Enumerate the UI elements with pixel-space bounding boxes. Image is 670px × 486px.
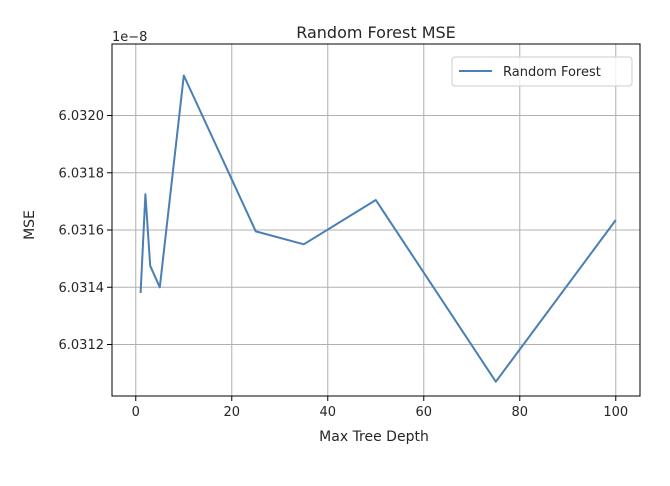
y-axis-offset-text: 1e−8 [112,30,147,45]
series-layer [139,74,617,383]
x-tick-label: 0 [132,405,140,420]
ticks: 0 20 40 60 80 100 6.0312 6.0314 6.0316 6.0318 6.03… [59,109,629,420]
x-tick-label: 60 [415,405,432,420]
x-tick-label: 100 [603,405,628,420]
x-tick-label: 20 [223,405,240,420]
y-tick-label: 6.0314 [59,281,105,296]
legend-label: Random Forest [503,65,601,80]
series-line-random-forest [139,74,617,383]
y-tick-label: 6.0316 [59,224,105,239]
plot-frame [111,43,641,397]
grid [112,44,640,396]
y-tick-label: 6.0318 [59,166,105,181]
legend: Random Forest [451,56,633,87]
chart-title: Random Forest MSE [296,23,456,42]
y-tick-label: 6.0312 [59,338,105,353]
x-tick-label: 80 [511,405,528,420]
y-tick-label: 6.0320 [59,109,105,124]
x-axis-label: Max Tree Depth [319,429,429,445]
y-axis-label: MSE [22,210,38,240]
x-tick-label: 40 [319,405,336,420]
legend-box [451,56,633,87]
